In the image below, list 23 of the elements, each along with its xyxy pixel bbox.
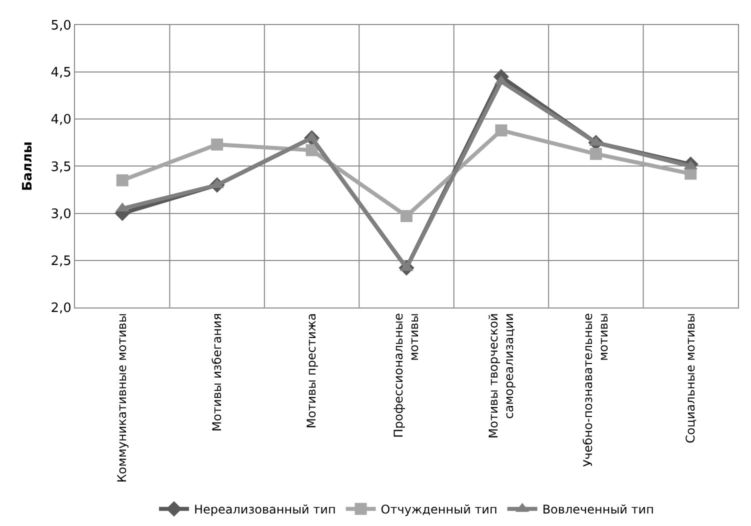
x-tick-label: Профессиональные мотивы xyxy=(392,313,422,438)
point xyxy=(590,148,602,160)
legend-label: Нереализованный тип xyxy=(194,502,336,517)
x-tick-label: Социальные мотивы xyxy=(684,313,698,444)
y-tick-label: 2,5 xyxy=(50,254,72,269)
y-tick-label: 3,5 xyxy=(50,160,72,175)
y-tick-label: 4,5 xyxy=(50,66,72,81)
y-tick-label: 3,0 xyxy=(50,206,72,222)
legend-label: Вовлеченный тип xyxy=(542,502,654,517)
x-tick-label: Мотивы престижа xyxy=(304,313,319,428)
x-tick-label: Коммуникативные мотивы xyxy=(115,313,130,483)
point xyxy=(306,144,318,156)
point xyxy=(211,138,224,151)
x-tick-label: Мотивы избегания xyxy=(210,313,224,432)
point xyxy=(116,174,128,186)
x-tick-label: Учебно-познавательные мотивы xyxy=(581,313,611,467)
y-tick-label: 4,0 xyxy=(50,112,72,128)
point xyxy=(495,124,508,136)
point xyxy=(400,210,412,222)
y-axis-title: Баллы xyxy=(20,141,36,191)
y-tick-label: 2,0 xyxy=(50,300,72,316)
y-tick-label: 5,0 xyxy=(50,18,72,34)
legend-label: Отчужденный тип xyxy=(380,502,498,517)
